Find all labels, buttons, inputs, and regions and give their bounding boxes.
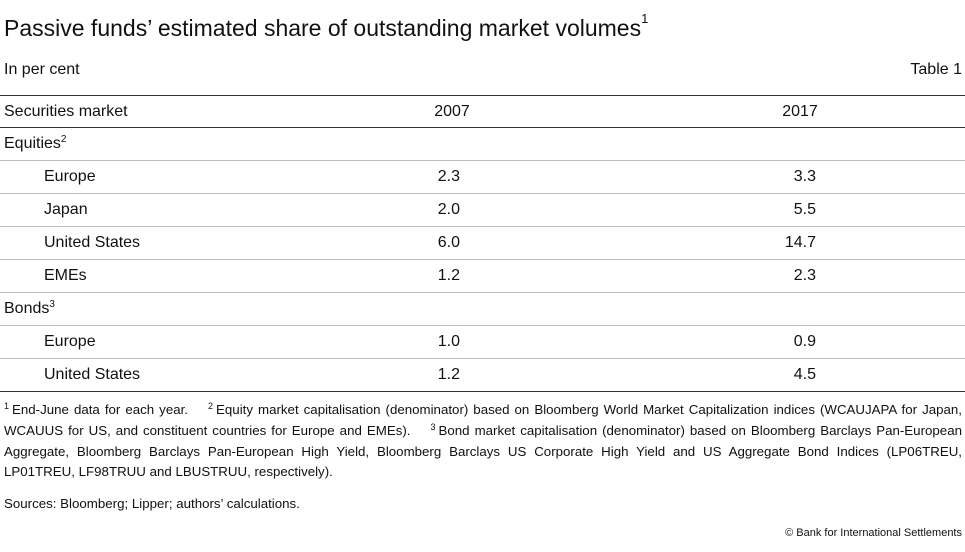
row-label: United States (44, 366, 141, 383)
chart-title: Passive funds’ estimated share of outsta… (4, 11, 649, 41)
group-footnote-ref: 2 (60, 134, 67, 145)
value-2007: 6.0 (437, 234, 460, 251)
row-label: United States (44, 234, 141, 251)
value-2017: 2.3 (793, 267, 816, 284)
footnote-2: 2 Equity market capitalisation (denominat… (4, 401, 963, 438)
table-top-rule (0, 95, 965, 96)
column-header-2017: 2017 (782, 103, 818, 120)
group-label: Bonds3 (4, 299, 55, 317)
units-label: In per cent (4, 61, 80, 78)
value-2017: 0.9 (793, 333, 816, 350)
value-2007: 1.2 (437, 366, 460, 383)
column-header-market: Securities market (4, 103, 128, 120)
copyright: © Bank for International Settlements (785, 527, 962, 539)
row-label: Japan (44, 201, 88, 218)
value-2007: 1.2 (437, 267, 460, 284)
value-2007: 2.0 (437, 201, 460, 218)
table-bottom-rule (0, 391, 965, 392)
footnote-number: 2 (208, 401, 214, 411)
sources-note: Sources: Bloomberg; Lipper; authors’ cal… (4, 496, 300, 511)
row-rule (0, 358, 965, 359)
footnote-text: Bond market capitalisation (denominator)… (4, 423, 962, 479)
title-footnote-ref: 1 (641, 11, 649, 26)
group-rule (0, 325, 965, 326)
row-label: EMEs (44, 267, 87, 284)
footnotes: 1 End-June data for each year. 2 Equity ma… (4, 400, 962, 482)
footnote-number: 3 (430, 422, 436, 432)
value-2007: 1.0 (437, 333, 460, 350)
footnote-number: 1 (4, 401, 10, 411)
footnote-text: Equity market capitalisation (denominato… (4, 402, 963, 438)
column-header-2007: 2007 (434, 103, 470, 120)
header-rule (0, 127, 965, 128)
row-label: Europe (44, 168, 96, 185)
value-2017: 5.5 (793, 201, 816, 218)
footnote-1: 1 End-June data for each year. (4, 401, 189, 417)
footnote-3: 3 Bond market capitalisation (denominator… (4, 422, 962, 479)
row-rule (0, 259, 965, 260)
row-rule (0, 226, 965, 227)
footnote-text: End-June data for each year. (12, 402, 189, 417)
row-rule (0, 193, 965, 194)
value-2017: 3.3 (793, 168, 816, 185)
value-2007: 2.3 (437, 168, 460, 185)
value-2017: 4.5 (793, 366, 816, 383)
group-rule (0, 160, 965, 161)
table-number: Table 1 (910, 61, 962, 78)
group-footnote-ref: 3 (49, 299, 55, 310)
row-label: Europe (44, 333, 96, 350)
row-rule (0, 292, 965, 293)
group-label: Equities2 (4, 134, 67, 152)
value-2017: 14.7 (784, 234, 816, 251)
